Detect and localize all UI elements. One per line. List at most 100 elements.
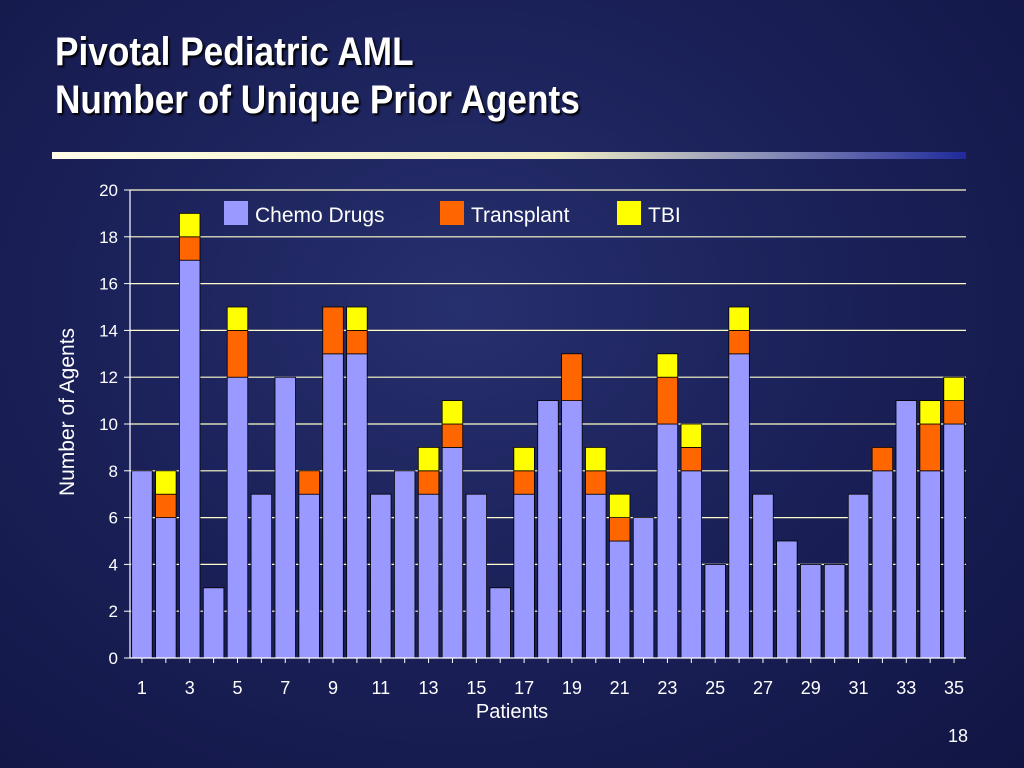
- bar-transplant-9: [322, 306, 344, 355]
- bar-chemo-drugs-18: [537, 400, 559, 659]
- x-tick-label: 19: [562, 678, 582, 698]
- bar-chemo-drugs-11: [370, 493, 392, 659]
- y-tick-label: 14: [99, 321, 118, 340]
- bar-tbi-23: [656, 353, 679, 378]
- bar-tbi-26: [728, 306, 750, 331]
- bar-tbi-24: [680, 423, 702, 448]
- bar-chemo-drugs-21: [608, 540, 631, 659]
- bar-chemo-drugs-24: [680, 470, 702, 659]
- bar-chemo-drugs-23: [656, 423, 679, 659]
- x-tick-label: 3: [185, 678, 195, 698]
- page-number: 18: [947, 726, 968, 746]
- bar-chemo-drugs-20: [585, 493, 607, 659]
- legend: Chemo Drugs Transplant TBI: [224, 201, 681, 227]
- bar-transplant-26: [728, 329, 750, 355]
- bar-tbi-10: [346, 306, 368, 331]
- bar-transplant-17: [513, 470, 535, 495]
- bar-chemo-drugs-5: [226, 376, 249, 659]
- slide-title: Pivotal Pediatric AML Number of Unique P…: [55, 28, 580, 124]
- x-axis-label: Patients: [476, 701, 548, 723]
- bar-chemo-drugs-22: [632, 517, 655, 659]
- bar-tbi-20: [585, 446, 607, 472]
- bar-tbi-21: [608, 493, 631, 519]
- bar-transplant-14: [441, 423, 464, 448]
- bar-tbi-17: [513, 446, 535, 472]
- bar-chemo-drugs-7: [274, 376, 296, 659]
- legend-label-chemo-drugs: Chemo Drugs: [255, 204, 385, 227]
- x-tick-label: 35: [944, 678, 964, 698]
- bar-chemo-drugs-12: [394, 470, 416, 659]
- y-tick-label: 18: [99, 228, 118, 247]
- bars: [131, 212, 965, 659]
- y-tick-label: 12: [99, 368, 118, 387]
- bar-transplant-21: [608, 517, 631, 542]
- x-tick-label: 17: [514, 678, 534, 698]
- bar-chemo-drugs-32: [871, 470, 894, 659]
- x-tick-label: 21: [610, 678, 630, 698]
- bar-chemo-drugs-35: [943, 423, 965, 659]
- title-line-1: Pivotal Pediatric AML: [55, 30, 414, 74]
- title-underline: [52, 152, 966, 159]
- bar-transplant-5: [226, 329, 249, 378]
- x-tick-label: 27: [753, 678, 773, 698]
- bar-chemo-drugs-15: [465, 493, 488, 659]
- x-tick-label: 7: [280, 678, 290, 698]
- bar-transplant-8: [298, 470, 320, 495]
- bar-transplant-3: [179, 236, 201, 261]
- bar-tbi-34: [919, 400, 941, 425]
- bar-tbi-2: [155, 470, 177, 495]
- bar-transplant-35: [943, 400, 965, 425]
- x-tick-label: 15: [466, 678, 486, 698]
- x-tick-label: 9: [328, 678, 338, 698]
- bar-transplant-2: [155, 493, 177, 519]
- bar-chemo-drugs-14: [441, 446, 464, 659]
- bar-chemo-drugs-26: [728, 353, 750, 659]
- x-tick-label: 25: [705, 678, 725, 698]
- bar-chemo-drugs-16: [489, 587, 511, 659]
- bar-chemo-drugs-3: [179, 259, 201, 659]
- y-tick-label: 10: [99, 415, 118, 434]
- bar-chemo-drugs-19: [561, 400, 583, 659]
- bar-transplant-23: [656, 376, 679, 425]
- bar-tbi-5: [226, 306, 249, 331]
- bar-chemo-drugs-30: [823, 564, 846, 659]
- bar-chemo-drugs-8: [298, 493, 320, 659]
- x-tick-label: 11: [371, 678, 390, 698]
- bar-chemo-drugs-17: [513, 493, 535, 659]
- x-tick-label: 29: [801, 678, 821, 698]
- bar-chemo-drugs-9: [322, 353, 344, 659]
- bar-tbi-35: [943, 376, 965, 402]
- x-tick-label: 5: [232, 678, 242, 698]
- x-tick-label: 31: [848, 678, 868, 698]
- bar-transplant-32: [871, 446, 894, 472]
- bar-transplant-13: [417, 470, 440, 495]
- y-tick-label: 8: [109, 462, 118, 481]
- y-tick-label: 2: [109, 602, 118, 621]
- y-axis-label: Number of Agents: [56, 328, 79, 496]
- bar-chemo-drugs-1: [131, 470, 153, 659]
- bar-tbi-13: [417, 446, 440, 472]
- bar-chemo-drugs-34: [919, 470, 941, 659]
- legend-swatch-transplant: [440, 201, 464, 225]
- y-tick-label: 0: [109, 649, 118, 668]
- bar-transplant-20: [585, 470, 607, 495]
- y-tick-label: 16: [99, 275, 118, 294]
- bar-chemo-drugs-27: [752, 493, 774, 659]
- bar-chemo-drugs-6: [250, 493, 273, 659]
- x-tick-label: 1: [137, 678, 147, 698]
- bar-chemo-drugs-25: [704, 564, 726, 659]
- bar-chemo-drugs-29: [800, 564, 822, 659]
- legend-swatch-chemo-drugs: [224, 201, 248, 225]
- bar-transplant-34: [919, 423, 941, 472]
- bar-tbi-3: [179, 212, 201, 238]
- title-line-2: Number of Unique Prior Agents: [55, 78, 580, 122]
- x-tick-label: 13: [419, 678, 439, 698]
- bar-chemo-drugs-33: [895, 400, 917, 659]
- legend-label-tbi: TBI: [648, 204, 681, 227]
- bar-transplant-19: [561, 353, 583, 401]
- legend-label-transplant: Transplant: [471, 204, 570, 227]
- y-tick-label: 4: [109, 555, 118, 574]
- bar-chemo-drugs-10: [346, 353, 368, 659]
